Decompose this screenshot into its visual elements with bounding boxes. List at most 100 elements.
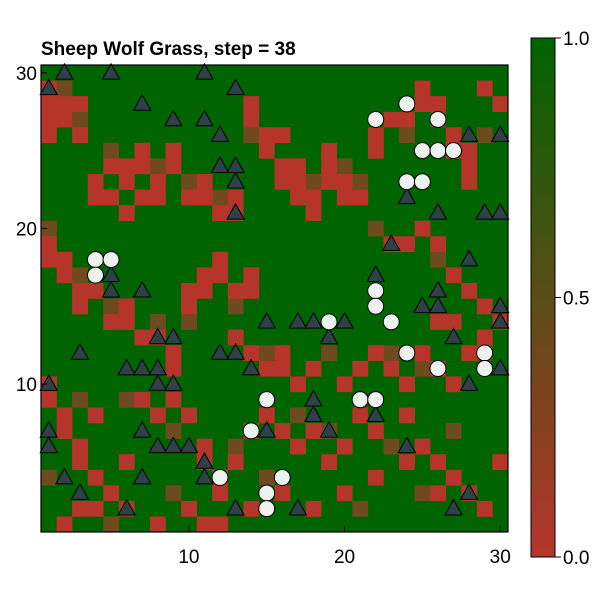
wolf-marker	[54, 467, 74, 485]
wolf-marker	[444, 498, 463, 516]
grass-cell-mid	[41, 220, 57, 237]
grass-cell-low	[321, 173, 338, 190]
wolf-marker	[101, 62, 121, 80]
y-axis: 10 20 30	[16, 64, 47, 396]
wolf-marker	[195, 109, 214, 127]
grass-cell-low	[445, 469, 462, 486]
grass-cell-low	[212, 205, 229, 221]
wolf-marker	[39, 78, 59, 96]
grass-cell-low	[41, 251, 57, 268]
grass-cell-low	[461, 345, 478, 362]
wolf-marker	[304, 405, 323, 423]
grass-cell-low	[87, 469, 104, 486]
grass-cell-mid	[290, 407, 306, 424]
colorbar-ticks: 0.0 0.5 1.0	[555, 29, 589, 569]
grass-cell-low	[321, 158, 338, 175]
wolf-marker	[366, 265, 386, 282]
wolf-marker	[54, 62, 74, 80]
wolf-marker	[226, 498, 245, 516]
sheep-marker	[258, 391, 276, 409]
grass-cell-low	[72, 127, 88, 144]
grass-cell-low	[41, 236, 57, 253]
wolf-marker	[117, 498, 137, 516]
x-tick-label: 10	[178, 547, 199, 568]
wolf-marker	[132, 420, 152, 438]
grass-cell-low	[181, 298, 197, 315]
grass-cell-low	[399, 454, 415, 471]
wolf-marker	[148, 327, 168, 345]
wolf-marker	[257, 311, 277, 329]
grass-cell-low	[414, 96, 431, 112]
grass-cell-low	[118, 314, 135, 330]
grass-cell-low	[87, 282, 104, 299]
grass-cell-low	[56, 423, 73, 439]
y-tick-label: 30	[16, 64, 37, 85]
grass-cell-low	[461, 282, 478, 299]
grass-cell-low	[56, 111, 73, 128]
grass-cell-low	[414, 80, 431, 97]
grass-cell-low	[181, 282, 197, 299]
wolf-marker	[459, 483, 479, 500]
grass-cell-low	[461, 142, 478, 159]
wolf-marker	[459, 374, 479, 391]
grass-cell-low	[258, 360, 275, 377]
sheep-marker	[445, 142, 463, 160]
grass-cell-low	[87, 407, 104, 424]
sheep-marker	[211, 469, 229, 487]
grass-cell-low	[118, 158, 135, 175]
grass-cell-low	[103, 314, 120, 330]
grass-cell-low	[41, 111, 57, 128]
grass-cell-low	[243, 96, 260, 112]
grass-cell-low	[399, 111, 415, 128]
wolf-marker	[490, 358, 510, 376]
grass-cell-low	[87, 173, 104, 190]
grass-cell-low	[476, 500, 493, 517]
colorbar-tick-label: 1.0	[563, 29, 589, 50]
grass-cell-mid	[72, 111, 88, 128]
grass-cell-mid	[258, 345, 275, 362]
grass-cell-low	[72, 438, 88, 455]
x-tick-label: 20	[334, 547, 355, 568]
wolf-marker	[490, 125, 510, 142]
y-tick-label: 20	[16, 219, 37, 240]
grass-cell-low	[336, 189, 353, 206]
grass-cell-low	[305, 189, 322, 206]
grass-cell-low	[227, 454, 244, 471]
grass-cell-low	[181, 407, 197, 424]
wolf-marker	[195, 467, 214, 485]
sheep-marker	[413, 142, 431, 160]
grass-cell-low	[445, 376, 462, 393]
grass-cell-mid	[430, 251, 447, 268]
grass-cell-low	[149, 516, 166, 533]
grass-cell-low	[87, 189, 104, 206]
grass-cell-mid	[399, 127, 415, 144]
grass-cell-low	[134, 329, 151, 346]
wolf-marker	[39, 374, 59, 391]
grass-cell-mid	[321, 345, 338, 362]
grass-cell-low	[274, 127, 291, 144]
wolf-marker	[397, 436, 417, 454]
colorbar-tick-label: 0.5	[563, 289, 589, 310]
grass-cell-low	[227, 189, 244, 206]
sheep-marker	[258, 500, 276, 518]
wolf-marker	[132, 358, 152, 376]
grass-cell-low	[118, 173, 135, 190]
grass-cell-low	[149, 173, 166, 190]
grass-cell-low	[367, 142, 384, 159]
grass-cell-low	[445, 314, 462, 330]
wolf-marker	[257, 420, 277, 438]
grass-cell-low	[196, 282, 213, 299]
wolf-marker	[397, 187, 417, 205]
grass-cell-mid	[367, 220, 384, 237]
grass-cell-low	[414, 345, 431, 362]
grass-cell-mid	[149, 158, 166, 175]
grass-cell-low	[367, 423, 384, 439]
colorbar-tick-label: 0.0	[563, 548, 589, 569]
grass-cell-low	[258, 142, 275, 159]
grass-cell-low	[165, 345, 182, 362]
grass-cell-low	[492, 454, 509, 471]
wolf-marker	[195, 62, 214, 80]
y-tick-label: 10	[16, 375, 37, 396]
wolf-marker	[459, 125, 479, 142]
grass-cell-mid	[149, 314, 166, 330]
